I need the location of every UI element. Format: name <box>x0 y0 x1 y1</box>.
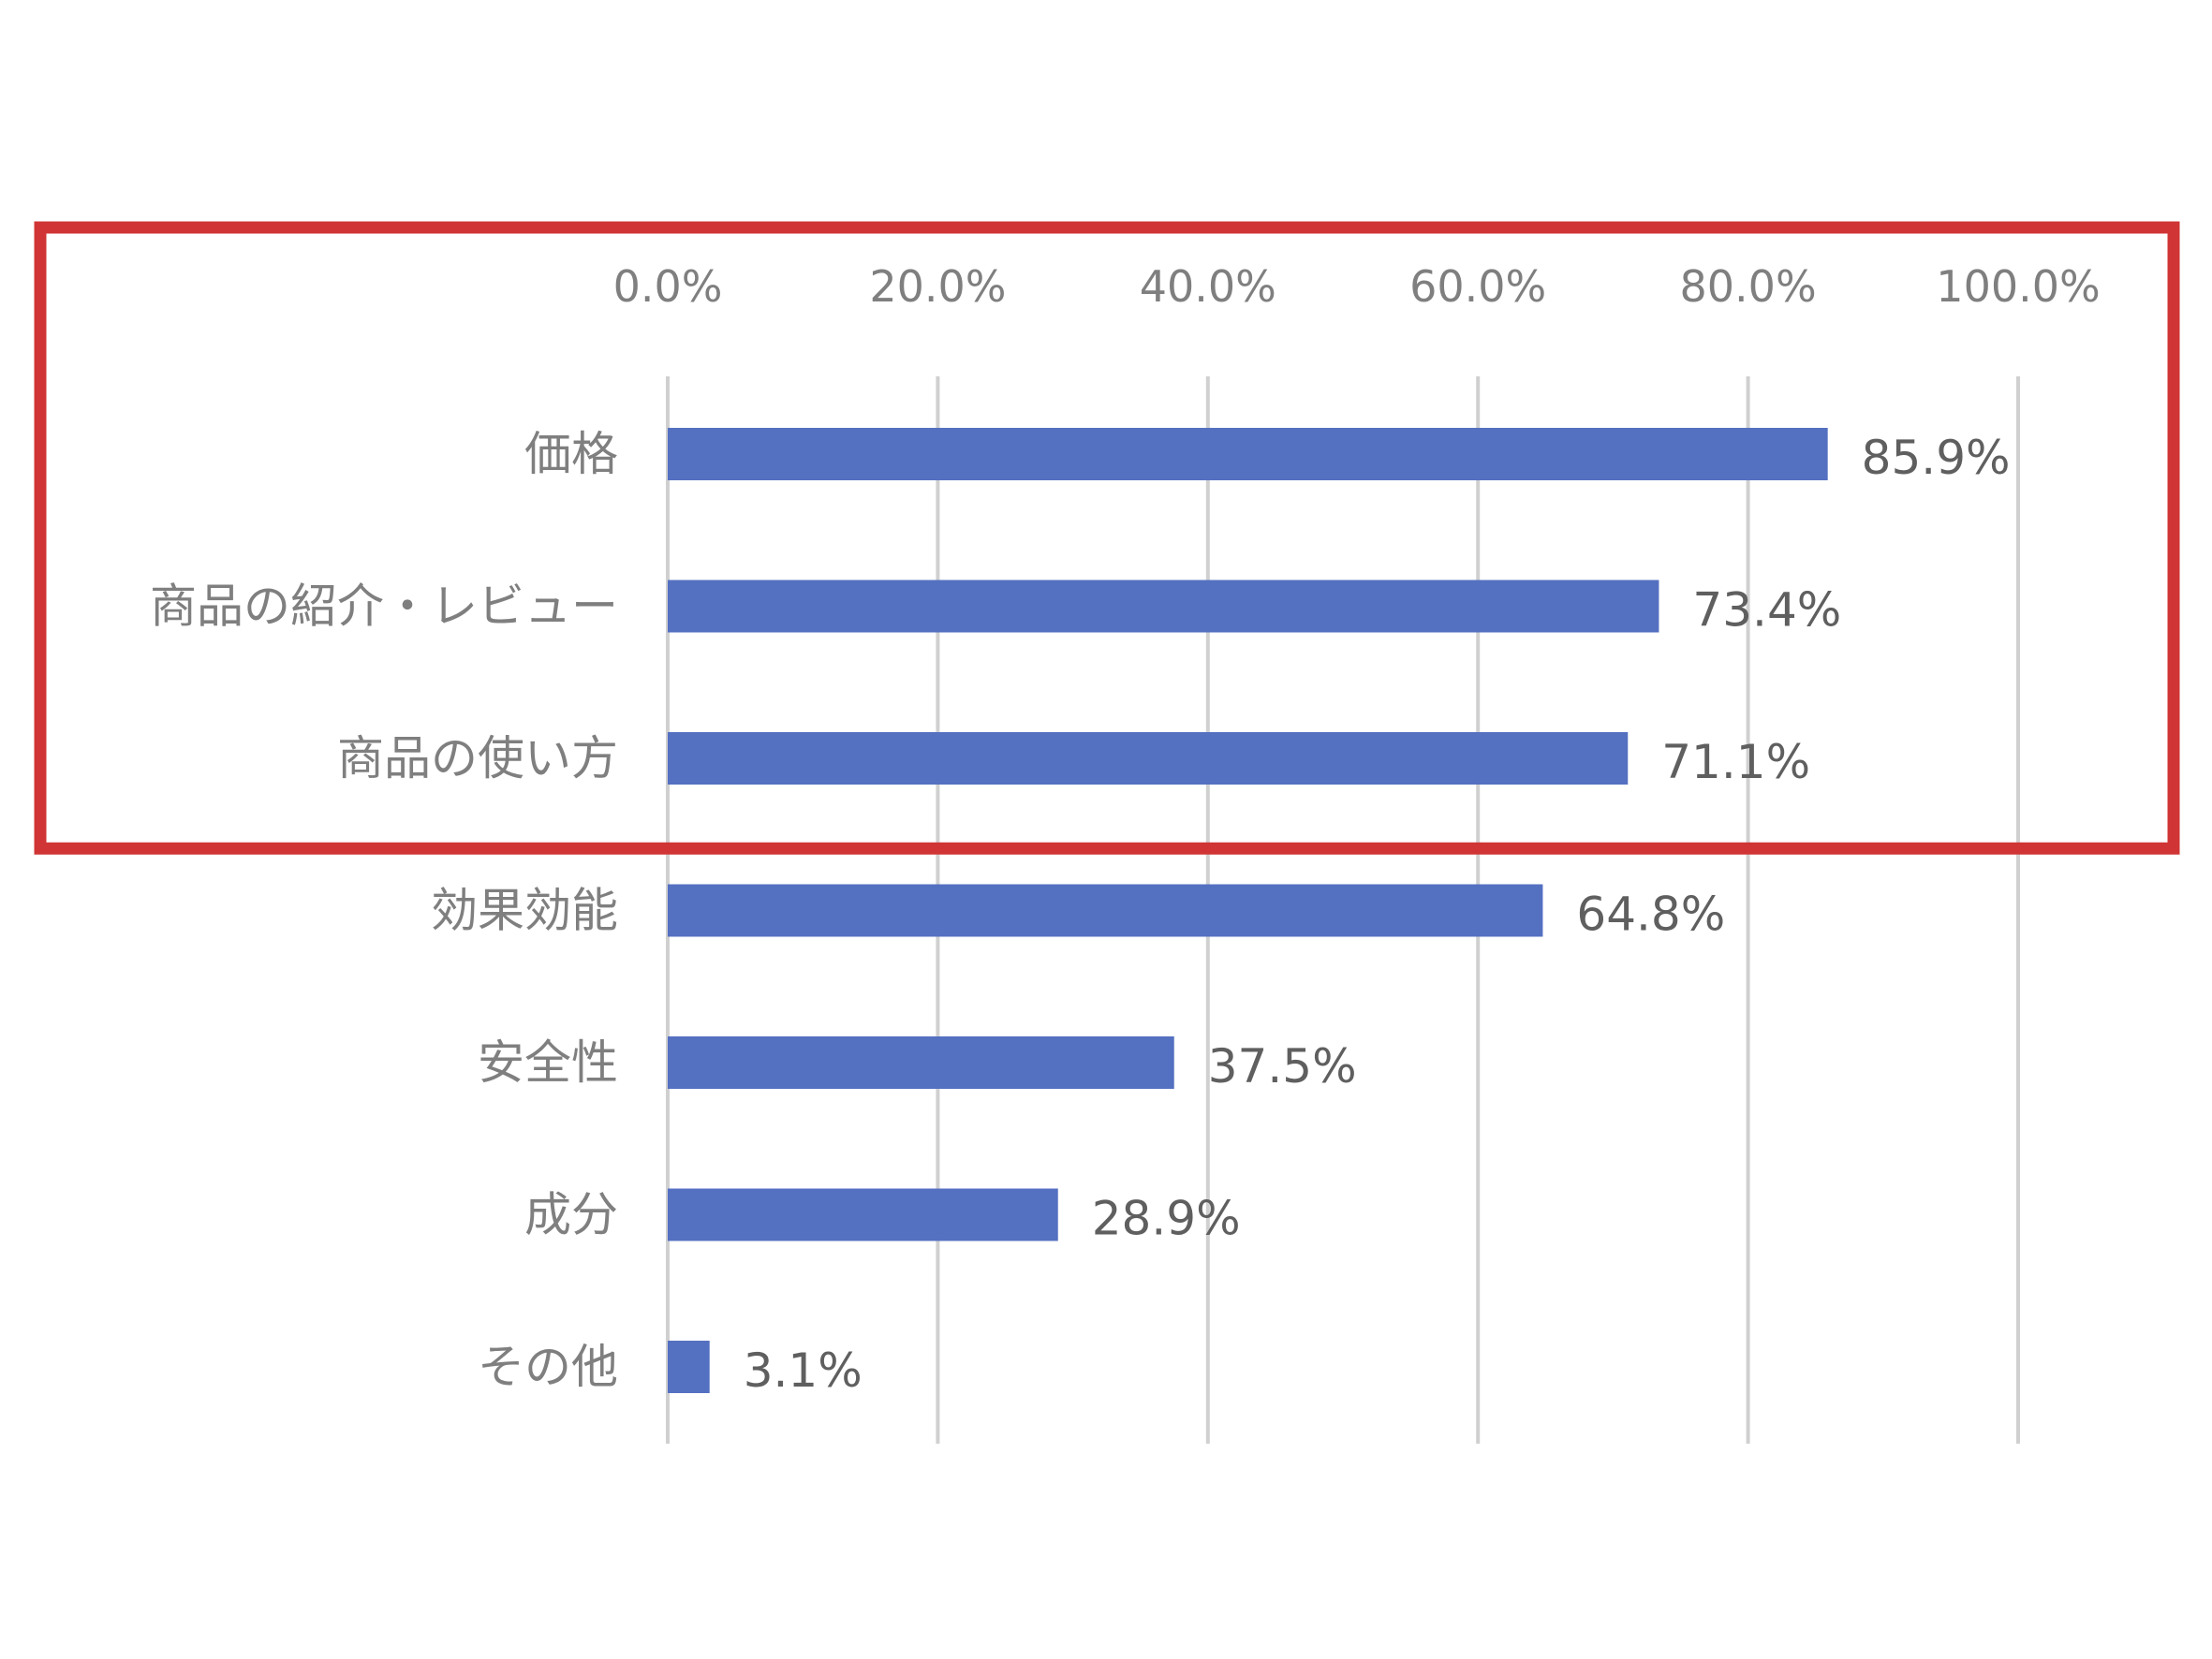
data-label: 37.5% <box>1208 1039 1357 1094</box>
x-axis-ticks: 0.0% 20.0% 40.0% 60.0% 80.0% 100.0% <box>613 261 2101 312</box>
x-tick-label: 0.0% <box>613 261 723 312</box>
data-labels: 85.9% 73.4% 71.1% 64.8% 37.5% 28.9% 3.1% <box>744 431 2011 1398</box>
bar <box>668 580 1659 633</box>
category-label: 商品の紹介・レビュー <box>150 580 618 634</box>
category-label: 商品の使い方 <box>337 731 618 785</box>
bar <box>668 884 1543 937</box>
bar <box>668 1036 1174 1089</box>
category-label: 効果効能 <box>431 884 618 938</box>
category-label: 安全性 <box>478 1035 618 1090</box>
data-label: 3.1% <box>744 1343 863 1398</box>
data-label: 64.8% <box>1576 888 1725 942</box>
data-label: 73.4% <box>1692 583 1841 638</box>
highlight-box <box>34 221 2180 855</box>
category-label: 価格 <box>524 427 618 481</box>
bar <box>668 1188 1058 1241</box>
category-label: その他 <box>478 1340 618 1394</box>
bar <box>668 428 1828 480</box>
x-tick-label: 20.0% <box>869 261 1006 312</box>
data-label: 71.1% <box>1661 735 1810 789</box>
x-tick-label: 40.0% <box>1140 261 1276 312</box>
x-tick-label: 100.0% <box>1936 261 2100 312</box>
data-label: 85.9% <box>1862 431 2011 485</box>
bars <box>668 428 1828 1393</box>
category-label: 成分 <box>524 1188 618 1242</box>
x-tick-label: 60.0% <box>1409 261 1546 312</box>
data-label: 28.9% <box>1092 1192 1241 1246</box>
x-tick-label: 80.0% <box>1680 261 1817 312</box>
bar <box>668 1341 710 1393</box>
bar <box>668 732 1629 785</box>
